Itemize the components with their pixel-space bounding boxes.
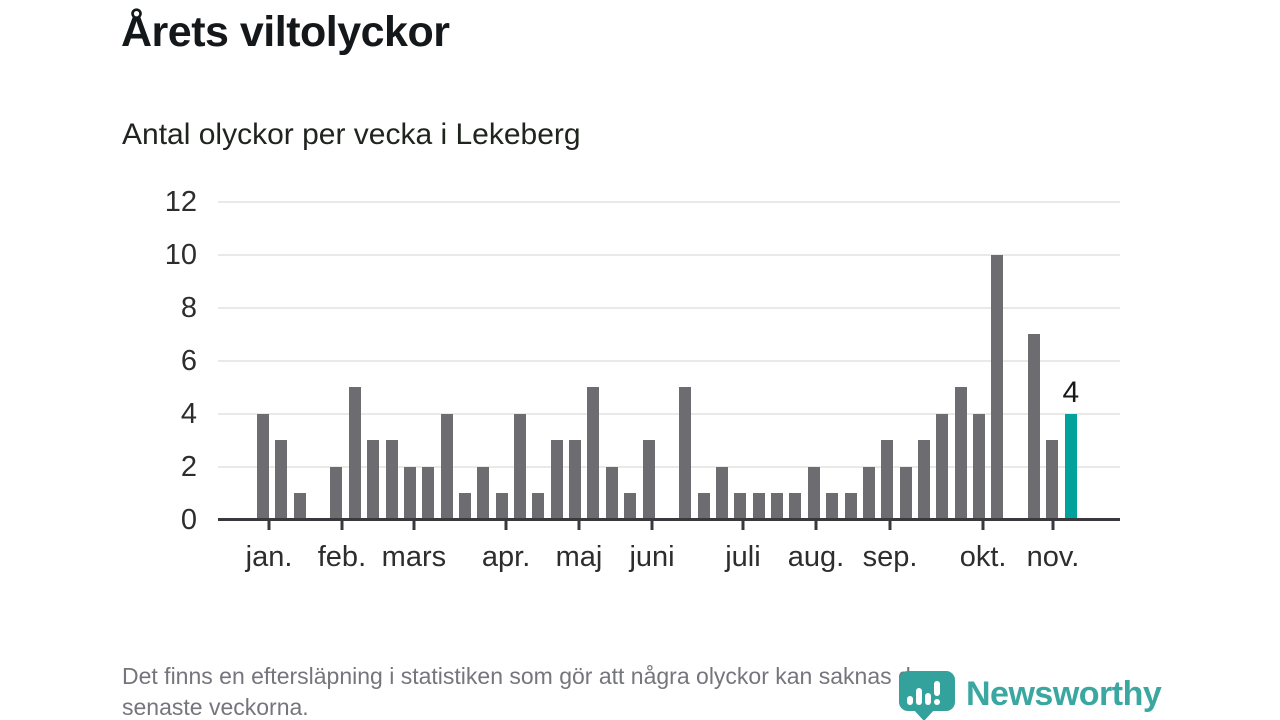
y-axis-label-10: 10 [164,239,197,271]
y-axis-label-6: 6 [180,345,197,377]
y-axis-label-2: 2 [180,451,197,483]
bar-week-21 [624,493,636,520]
logo-exclamation-dot [934,699,940,705]
bar-week-14 [496,493,508,520]
gridline-6 [218,360,1120,362]
x-axis-tick-sep [888,521,892,530]
x-axis-label-feb: feb. [317,541,367,573]
x-axis-tick-mars [412,521,416,530]
bar-week-37 [918,440,930,520]
bar-week-2 [275,440,287,520]
y-axis-label-0: 0 [180,504,197,536]
gridline-10 [218,254,1120,256]
x-axis-tick-maj [577,521,581,530]
x-axis-label-okt: okt. [959,541,1007,573]
x-axis-label-maj: maj [555,541,603,573]
x-axis-tick-feb [340,521,344,530]
bar-week-28 [753,493,765,520]
x-axis-label-juni: juni [629,541,675,573]
bar-week-34 [863,467,875,520]
footnote-line-1: Det finns en eftersläpning i statistiken… [122,663,924,689]
x-axis-line [218,518,1120,521]
bar-week-44 [1046,440,1058,520]
x-axis-label-apr: apr. [481,541,531,573]
logo-exclamation-icon [934,681,940,705]
bar-week-9 [404,467,416,520]
x-axis-label-sep: sep. [862,541,918,573]
bar-week-18 [569,440,581,520]
bar-week-33 [845,493,857,520]
y-axis-label-4: 4 [180,398,197,430]
footnote-line-2: senaste veckorna. [122,694,309,720]
x-axis-label-jan: jan. [245,541,293,573]
footnote: Det finns en eftersläpning i statistiken… [122,661,924,720]
bar-week-32 [826,493,838,520]
bar-week-29 [771,493,783,520]
logo-mini-bar [925,693,931,705]
page-title: Årets viltolyckor [121,8,450,56]
y-axis-label-8: 8 [180,292,197,324]
bar-week-36 [900,467,912,520]
bar-week-27 [734,493,746,520]
gridline-12 [218,201,1120,203]
x-axis-label-juli: juli [725,541,761,573]
bar-week-35 [881,440,893,520]
page-subtitle: Antal olyckor per vecka i Lekeberg [122,118,581,151]
logo-pin-tail-shape [913,709,935,720]
logo-exclamation-stroke [934,681,940,696]
newsworthy-pin-barchart-icon [899,669,956,720]
x-axis-tick-jan [267,521,271,530]
bar-week-10 [422,467,434,520]
bar-week-3 [294,493,306,520]
y-axis-label-12: 12 [164,186,197,218]
gridline-4 [218,413,1120,415]
highlight-value-label: 4 [1062,376,1080,409]
x-axis-tick-juli [741,521,745,530]
bar-week-12 [459,493,471,520]
logo-mini-bars [907,681,940,705]
bar-week-15 [514,414,526,520]
logo-mini-bar [907,696,913,705]
bar-week-19 [587,387,599,520]
bar-week-31 [808,467,820,520]
bar-week-43 [1028,334,1040,520]
bar-week-39 [955,387,967,520]
bar-week-16 [532,493,544,520]
x-axis-tick-okt [981,521,985,530]
bar-week-24 [679,387,691,520]
gridline-2 [218,466,1120,468]
bar-week-8 [386,440,398,520]
bar-week-13 [477,467,489,520]
x-axis-label-aug: aug. [787,541,845,573]
bar-week-1 [257,414,269,520]
bar-week-5 [330,467,342,520]
logo-mini-bar [916,688,922,705]
bar-week-26 [716,467,728,520]
bar-week-20 [606,467,618,520]
bar-week-30 [789,493,801,520]
newsworthy-logo[interactable]: Newsworthy [899,669,1162,720]
bar-week-41 [991,255,1003,520]
x-axis-label-nov: nov. [1026,541,1080,573]
x-axis-label-mars: mars [381,541,447,573]
bar-week-45 [1065,414,1077,520]
x-axis-tick-juni [650,521,654,530]
bar-week-17 [551,440,563,520]
bar-week-6 [349,387,361,520]
bar-week-7 [367,440,379,520]
x-axis-tick-aug [814,521,818,530]
newsworthy-logo-text: Newsworthy [966,675,1162,713]
bar-week-11 [441,414,453,520]
gridline-8 [218,307,1120,309]
bar-week-38 [936,414,948,520]
bar-week-40 [973,414,985,520]
x-axis-tick-nov [1051,521,1055,530]
bar-week-25 [698,493,710,520]
bar-week-22 [643,440,655,520]
x-axis-tick-apr [504,521,508,530]
